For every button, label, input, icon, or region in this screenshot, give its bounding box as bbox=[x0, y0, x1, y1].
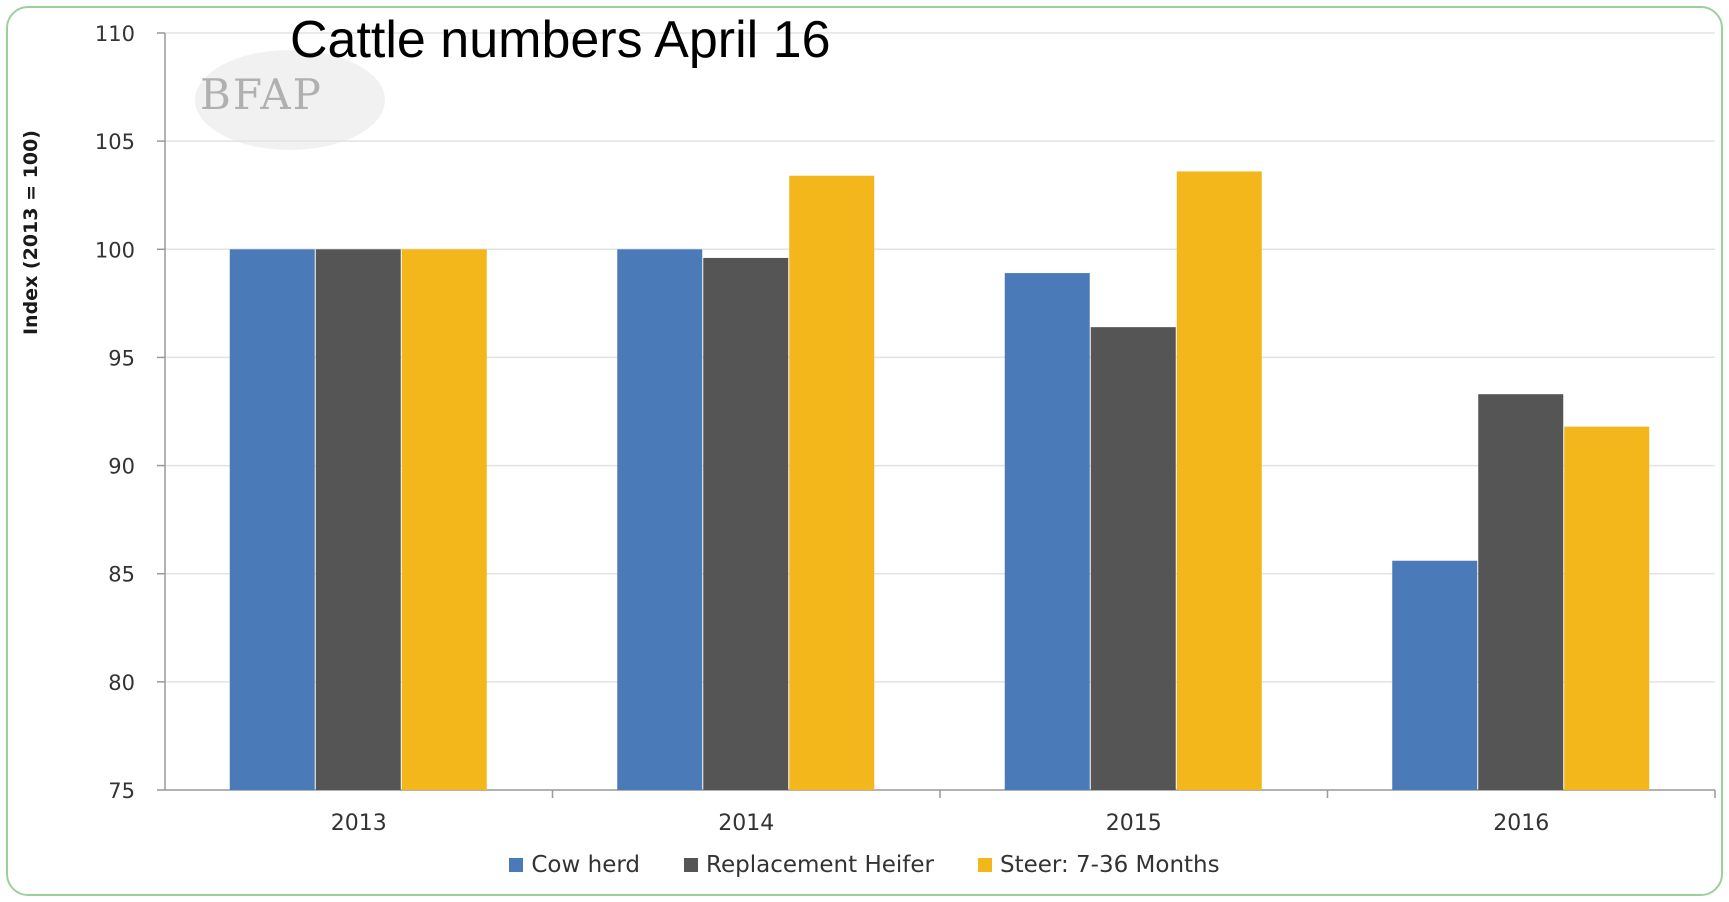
bar-cow-herd-2015 bbox=[1004, 273, 1090, 790]
legend-swatch-replacement-heifer bbox=[684, 858, 699, 872]
y-tick-label: 80 bbox=[108, 671, 135, 695]
bar-replacement-heifer-2015 bbox=[1090, 327, 1176, 790]
bfap-watermark-text: BFAP bbox=[200, 70, 323, 119]
x-tick-label: 2013 bbox=[331, 811, 387, 836]
bfap-logo bbox=[190, 45, 390, 155]
x-tick-label: 2015 bbox=[1106, 811, 1162, 836]
x-tick-label: 2014 bbox=[718, 811, 774, 836]
legend-swatch-cow-herd bbox=[509, 858, 524, 872]
bar-cow-herd-2014 bbox=[617, 249, 703, 791]
legend-item-replacement-heifer: Replacement Heifer bbox=[684, 852, 934, 878]
legend-label-cow-herd: Cow herd bbox=[531, 852, 641, 878]
legend-item-cow-herd: Cow herd bbox=[509, 852, 640, 878]
y-axis-label: Index (2013 = 100) bbox=[20, 130, 42, 336]
y-tick-label: 95 bbox=[108, 346, 135, 370]
y-tick-label: 110 bbox=[95, 22, 135, 46]
legend-label-replacement-heifer: Replacement Heifer bbox=[706, 852, 934, 878]
y-tick-label: 100 bbox=[95, 238, 135, 262]
y-tick-label: 105 bbox=[95, 130, 135, 154]
bar-replacement-heifer-2013 bbox=[315, 249, 401, 791]
y-tick-label: 75 bbox=[108, 779, 135, 803]
bar-steer-7-36-months-2016 bbox=[1564, 426, 1650, 790]
chart-title: Cattle numbers April 16 bbox=[290, 11, 831, 69]
legend-label-steer: Steer: 7-36 Months bbox=[1000, 852, 1220, 878]
y-tick-label: 85 bbox=[108, 563, 135, 587]
bar-cow-herd-2013 bbox=[229, 249, 315, 791]
bar-steer-7-36-months-2014 bbox=[789, 175, 875, 791]
bar-steer-7-36-months-2013 bbox=[401, 249, 487, 791]
legend-item-steer: Steer: 7-36 Months bbox=[978, 852, 1220, 878]
bar-steer-7-36-months-2015 bbox=[1176, 171, 1262, 790]
x-tick-label: 2016 bbox=[1493, 811, 1549, 836]
y-tick-label: 90 bbox=[108, 455, 135, 479]
bar-replacement-heifer-2014 bbox=[703, 257, 789, 790]
bar-cow-herd-2016 bbox=[1392, 560, 1478, 790]
bar-replacement-heifer-2016 bbox=[1478, 394, 1564, 790]
legend-swatch-steer bbox=[978, 858, 992, 872]
chart-legend: Cow herd Replacement Heifer Steer: 7-36 … bbox=[0, 852, 1729, 878]
